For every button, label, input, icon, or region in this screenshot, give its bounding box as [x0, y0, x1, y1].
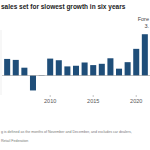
bar [82, 63, 88, 76]
bar [99, 64, 105, 76]
annotation: Retail Federation [1, 139, 28, 143]
bars [4, 34, 148, 90]
x-tick [136, 95, 137, 97]
x-tick-label: 2010 [44, 98, 56, 104]
bar [21, 68, 27, 76]
baseline [2, 75, 150, 76]
bar [125, 62, 131, 75]
x-tick [50, 95, 51, 97]
bar [116, 69, 122, 76]
annotation: Fore [138, 16, 149, 22]
x-tick-label: 2020 [130, 98, 142, 104]
bar [90, 65, 96, 75]
title: sales set for slowest growth in six year… [1, 3, 126, 11]
bar [4, 59, 10, 76]
bar [64, 66, 70, 75]
bar [30, 76, 36, 91]
bar [133, 49, 139, 76]
bar [73, 66, 79, 76]
bar [13, 60, 19, 76]
bar [56, 60, 62, 75]
annotation: g is defined as the months of November a… [1, 130, 132, 134]
chart-root: sales set for slowest growth in six year… [0, 0, 150, 150]
chart-svg: sales set for slowest growth in six year… [0, 0, 150, 150]
y-axis-line [1, 30, 2, 95]
bar [107, 58, 113, 75]
bar [47, 59, 53, 76]
x-tick-label: 2015 [87, 98, 99, 104]
x-tick [93, 95, 94, 97]
annotation: 3. [144, 23, 149, 29]
bar [142, 34, 148, 75]
